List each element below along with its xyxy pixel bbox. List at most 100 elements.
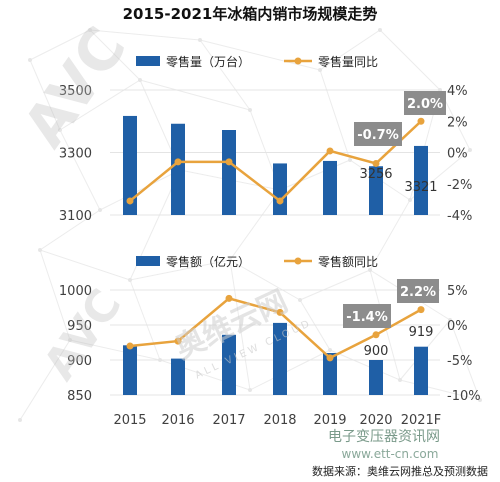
background-mesh-line (199, 39, 251, 111)
background-mesh-node (478, 398, 482, 402)
background-mesh-node (298, 298, 302, 302)
right-tick-label: -4% (447, 209, 472, 224)
line-point-2020 (372, 159, 380, 167)
bar-2020 (369, 166, 383, 215)
background-mesh-line (319, 29, 381, 71)
line-point-2017 (225, 294, 233, 302)
bar-2018 (273, 163, 287, 215)
background-mesh-node (368, 268, 372, 272)
right-tick-label: -10% (447, 389, 481, 404)
line-point-2019 (326, 147, 334, 155)
line-point-2021F (417, 117, 425, 125)
background-mesh-line (29, 59, 61, 131)
x-tick-label: 2019 (313, 413, 346, 428)
background-mesh-node (448, 318, 452, 322)
line-point-2016 (174, 158, 182, 166)
left-tick-label: 950 (67, 319, 92, 334)
background-mesh-node (98, 208, 102, 212)
line-point-2020 (372, 331, 380, 339)
bar-2017 (222, 130, 236, 215)
left-tick-label: 1000 (59, 284, 92, 299)
footer-site-name: 电子变压器资讯网 (328, 429, 440, 445)
background-mesh-line (279, 159, 351, 191)
background-mesh-node (58, 128, 62, 132)
line-point-2018 (276, 308, 284, 316)
background-mesh-line (89, 29, 201, 41)
background-mesh-node (348, 158, 352, 162)
data-label: 3321 (404, 180, 437, 195)
line-point-2021F (417, 306, 425, 314)
right-tick-label: 0% (447, 319, 468, 334)
background-mesh-line (329, 349, 401, 381)
yoy-callout-text: 2.2% (400, 285, 436, 300)
background-mesh-line (29, 29, 91, 61)
background-mesh-line (129, 259, 231, 281)
background-mesh-node (318, 68, 322, 72)
line-point-2016 (174, 337, 182, 345)
line-point-2017 (225, 158, 233, 166)
background-mesh-line (449, 319, 481, 401)
background-mesh-node (68, 338, 72, 342)
legend-line-label: 零售额同比 (318, 254, 378, 269)
right-tick-label: 2% (447, 115, 468, 130)
background-mesh-line (89, 29, 141, 81)
background-mesh-line (399, 379, 481, 401)
background-mesh-node (248, 388, 252, 392)
background-mesh-line (39, 249, 71, 341)
yoy-callout-text: -0.7% (357, 128, 398, 143)
background-mesh-line (319, 69, 351, 161)
legend-bar-label: 零售量（万台） (166, 54, 250, 69)
background-mesh-node (198, 38, 202, 42)
bar-2017 (222, 334, 236, 395)
background-mesh-line (59, 79, 141, 131)
background-mesh-node (408, 198, 412, 202)
background-mesh-node (18, 418, 22, 422)
legend-bar-label: 零售额（亿元） (166, 254, 250, 269)
x-tick-label: 2017 (212, 413, 245, 428)
background-mesh-line (229, 189, 281, 261)
background-mesh-node (28, 58, 32, 62)
right-tick-label: -2% (447, 178, 472, 193)
data-label: 900 (364, 344, 389, 359)
legend-bar-swatch (136, 256, 160, 266)
legend-line-marker (294, 257, 302, 265)
data-label: 919 (409, 325, 434, 340)
background-mesh-node (248, 108, 252, 112)
background-mesh-node (328, 348, 332, 352)
legend-line-label: 零售量同比 (318, 54, 378, 69)
x-tick-label: 2018 (263, 413, 296, 428)
footer-site-url: www.ett-cn.com (342, 447, 439, 461)
background-mesh-line (249, 349, 331, 391)
background-mesh-line (19, 339, 71, 421)
yoy-callout-box (343, 304, 391, 328)
background-mesh-line (69, 339, 161, 361)
bar-2019 (323, 353, 337, 395)
background-mesh-line (299, 269, 371, 301)
yoy-callout-box (404, 91, 446, 115)
bar-2015 (123, 115, 137, 215)
background-mesh-node (138, 78, 142, 82)
yoy-callout-box (354, 122, 402, 146)
footer-source: 数据来源：奥维云网推总及预测数据 (312, 464, 488, 478)
bar-2015 (123, 345, 137, 395)
background-mesh-line (229, 259, 301, 301)
left-tick-label: 850 (67, 389, 92, 404)
background-mesh-node (228, 258, 232, 262)
chart-title: 2015-2021年冰箱内销市场规模走势 (123, 5, 378, 23)
right-tick-label: 5% (447, 284, 468, 299)
left-tick-label: 900 (67, 354, 92, 369)
line-point-2015 (126, 197, 134, 205)
bar-2016 (171, 123, 185, 215)
x-tick-label: 2016 (161, 413, 194, 428)
x-tick-label: 2015 (113, 413, 146, 428)
legend-bar-swatch (136, 56, 160, 66)
right-tick-label: 4% (447, 84, 468, 99)
right-tick-label: -5% (447, 354, 472, 369)
data-label: 3256 (359, 167, 392, 182)
line-point-2018 (276, 197, 284, 205)
background-mesh-node (378, 28, 382, 32)
yoy-callout-text: 2.0% (407, 97, 443, 112)
background-mesh-node (128, 278, 132, 282)
legend-line-marker (294, 57, 302, 65)
